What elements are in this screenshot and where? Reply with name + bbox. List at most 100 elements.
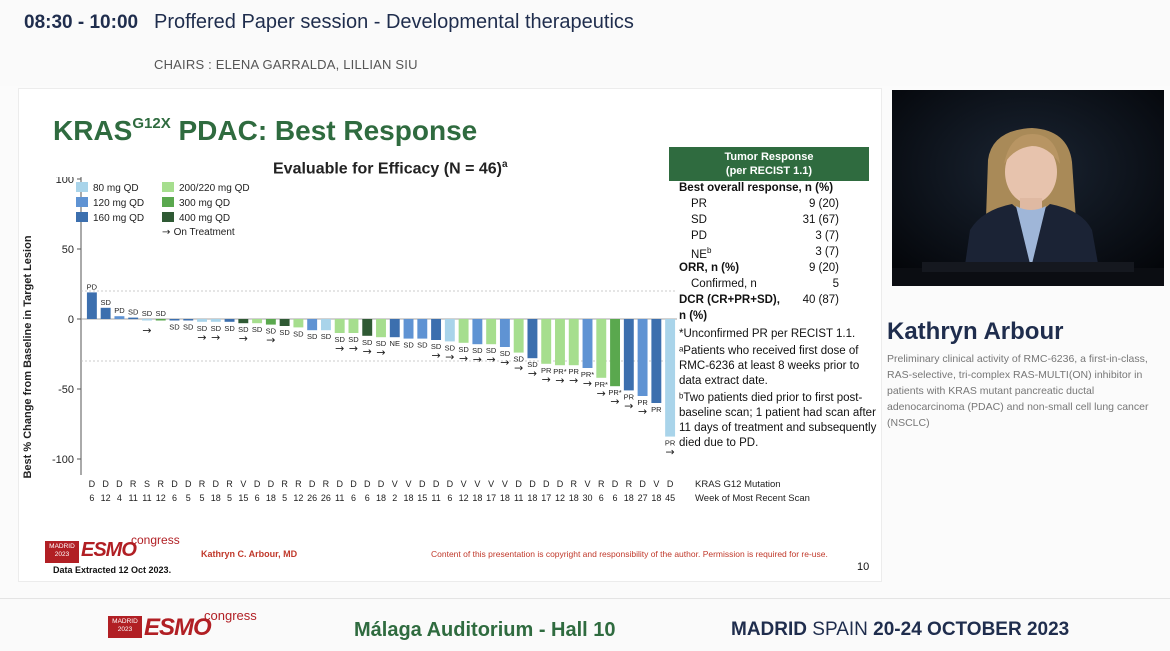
mutation-label: V — [461, 479, 467, 489]
week-label: 18 — [624, 493, 634, 503]
esmo-congress-text: congress — [131, 533, 180, 547]
session-chairs: CHAIRS : ELENA GARRALDA, LILLIAN SIU — [154, 57, 418, 72]
mutation-label: D — [116, 479, 123, 489]
waterfall-bar — [403, 319, 414, 339]
week-label: 11 — [335, 493, 344, 503]
legend-item: 300 mg QD — [162, 197, 230, 209]
response-label: SD — [211, 324, 222, 333]
mutation-row-label: KRAS G12 Mutation — [695, 479, 781, 490]
response-label: PD — [87, 282, 98, 291]
waterfall-bar — [183, 319, 194, 321]
waterfall-bar — [252, 319, 263, 324]
week-row-label: Week of Most Recent Scan — [695, 493, 810, 504]
mutation-label: V — [406, 479, 412, 489]
tumor-response-value: 9 (20) — [808, 198, 839, 210]
mutation-label: R — [199, 479, 206, 489]
on-treatment-arrow: → — [514, 362, 523, 375]
tumor-response-value: 3 (7) — [815, 230, 839, 242]
on-treatment-arrow: → — [459, 352, 468, 365]
tumor-response-header: Tumor Response (per RECIST 1.1) — [669, 147, 869, 181]
tumor-response-row: NEb 3 (7) — [669, 245, 869, 261]
tumor-response-row: PR 9 (20) — [669, 197, 869, 213]
waterfall-bar — [348, 319, 359, 333]
mutation-label: D — [378, 479, 385, 489]
waterfall-bar — [499, 319, 510, 347]
waterfall-bar — [431, 319, 442, 340]
legend-swatch — [162, 182, 174, 192]
tumor-response-row: SD 31 (67) — [669, 213, 869, 229]
copyright-notice: Content of this presentation is copyrigh… — [431, 549, 828, 559]
event-footer — [0, 598, 1170, 651]
response-label: PR — [651, 405, 662, 414]
speaker-video-frame — [892, 90, 1164, 286]
legend-swatch — [162, 197, 174, 207]
presentation-slide: KRASG12X PDAC: Best Response Evaluable f… — [18, 88, 882, 582]
week-label: 6 — [255, 493, 260, 503]
legend-swatch — [76, 197, 88, 207]
tumor-response-row: DCR (CR+PR+SD), 40 (87) — [669, 293, 869, 309]
mutation-label: V — [502, 479, 508, 489]
legend-label: On Treatment — [173, 227, 235, 238]
legend-label: 400 mg QD — [179, 213, 231, 224]
session-time: 08:30 - 10:00 — [24, 12, 139, 33]
response-label: SD — [431, 342, 442, 351]
tumor-response-label: SD — [691, 214, 707, 226]
esmo-wordmark: ESMO — [144, 614, 212, 641]
mutation-label: R — [281, 479, 288, 489]
response-label: SD — [417, 341, 428, 350]
legend-swatch — [76, 212, 88, 222]
mutation-label: R — [323, 479, 330, 489]
response-label: PR* — [581, 370, 594, 379]
on-treatment-arrow: → — [569, 374, 578, 387]
tumor-response-label: Confirmed, n — [691, 278, 757, 290]
y-axis-label: Best % Change from Baseline in Target Le… — [22, 235, 34, 478]
week-label: 6 — [613, 493, 618, 503]
response-label: SD — [445, 343, 456, 352]
response-label: SD — [224, 324, 235, 333]
on-treatment-arrow: → — [487, 353, 496, 366]
response-label: SD — [183, 322, 194, 331]
y-tick-label: 100 — [56, 177, 74, 186]
legend-item: 400 mg QD — [162, 212, 230, 224]
waterfall-bar — [541, 319, 552, 364]
tumor-response-label: DCR (CR+PR+SD), — [679, 294, 780, 306]
esmo-congress-text: congress — [204, 608, 257, 623]
week-label: 2 — [392, 493, 397, 503]
tumor-response-table: Tumor Response (per RECIST 1.1) Best ove… — [669, 147, 869, 325]
mutation-label: D — [557, 479, 564, 489]
esmo-madrid-badge: MADRID 2023 — [45, 541, 79, 563]
on-treatment-arrow: → — [555, 374, 564, 387]
legend-item: → On Treatment — [162, 227, 235, 238]
waterfall-bar — [293, 319, 304, 328]
waterfall-bar — [128, 317, 139, 320]
footnote: ᵃPatients who received first dose of RMC… — [679, 345, 860, 387]
on-treatment-arrow: → — [473, 353, 482, 366]
week-label: 18 — [651, 493, 661, 503]
on-treatment-arrow: → — [431, 349, 440, 362]
mutation-label: D — [364, 479, 371, 489]
response-label: SD — [486, 346, 497, 355]
week-label: 18 — [527, 493, 537, 503]
response-label: SD — [321, 332, 332, 341]
speaker-name: Kathryn Arbour — [887, 318, 1064, 345]
on-treatment-arrow: → — [376, 346, 385, 359]
waterfall-bar — [334, 319, 345, 333]
mutation-label: D — [447, 479, 454, 489]
tumor-response-value: 31 (67) — [802, 214, 839, 226]
response-label: SD — [142, 309, 153, 318]
week-label: 11 — [431, 493, 440, 503]
y-tick-label: 50 — [62, 244, 74, 256]
mutation-label: V — [488, 479, 494, 489]
legend-label: 120 mg QD — [93, 198, 145, 209]
response-label: SD — [403, 341, 414, 350]
mutation-label: R — [295, 479, 302, 489]
legend-swatch — [76, 182, 88, 192]
speaker-video[interactable] — [892, 90, 1164, 286]
week-label: 5 — [200, 493, 205, 503]
week-label: 26 — [321, 493, 331, 503]
response-label: PD — [114, 306, 125, 315]
response-label: SD — [472, 346, 483, 355]
waterfall-bar — [444, 319, 455, 342]
week-label: 18 — [500, 493, 510, 503]
waterfall-bar — [376, 319, 386, 338]
